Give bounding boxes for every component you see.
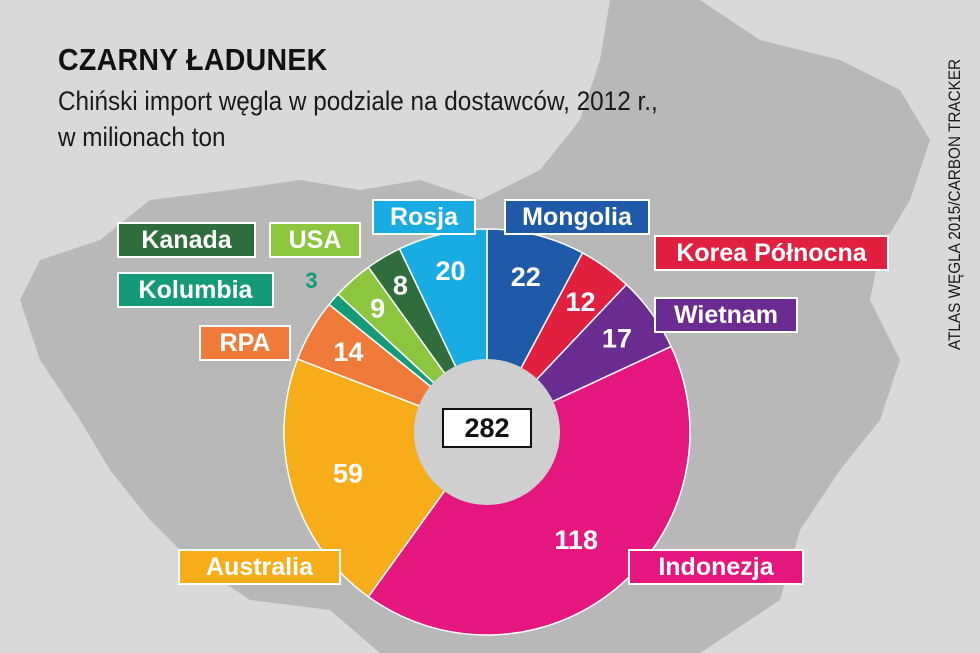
legend-label: Kolumbia <box>138 276 253 304</box>
legend-label: Rosja <box>389 203 459 231</box>
value-label-rpa: 14 <box>333 337 363 367</box>
legend-korea-polnocna: Korea Północna <box>654 235 889 271</box>
value-label-australia: 59 <box>333 458 363 488</box>
legend-wietnam: Wietnam <box>654 297 798 333</box>
subtitle-line-1: Chiński import węgla w podziale na dosta… <box>58 86 658 116</box>
legend-rpa: RPA <box>199 325 291 361</box>
legend-kanada: Kanada <box>117 222 256 258</box>
legend-label: Mongolia <box>522 203 632 231</box>
value-label-mongolia: 22 <box>511 262 541 292</box>
legend-label: Korea Północna <box>676 239 867 267</box>
total-value: 282 <box>442 408 532 448</box>
value-label-indonezja: 118 <box>554 525 598 555</box>
legend-label: Australia <box>206 553 313 581</box>
value-label-rosja: 20 <box>435 256 465 286</box>
legend-kolumbia: Kolumbia <box>117 272 274 308</box>
legend-mongolia: Mongolia <box>504 199 650 235</box>
legend-label: Indonezja <box>658 553 774 581</box>
legend-australia: Australia <box>178 549 341 585</box>
legend-rosja: Rosja <box>372 199 476 235</box>
value-label-wietnam: 17 <box>602 324 632 354</box>
subtitle-line-2: w milionach ton <box>58 122 226 152</box>
value-label-usa: 9 <box>370 293 385 323</box>
page-title: CZARNY ŁADUNEK <box>58 42 328 77</box>
legend-label: Wietnam <box>674 301 778 329</box>
value-label-korea-północna: 12 <box>565 287 595 317</box>
legend-usa: USA <box>269 222 361 258</box>
value-label-kanada: 8 <box>393 271 408 301</box>
legend-indonezja: Indonezja <box>628 549 804 585</box>
value-label-kolumbia: 3 <box>305 268 317 293</box>
legend-label: USA <box>288 226 342 254</box>
legend-label: Kanada <box>141 226 232 254</box>
legend-label: RPA <box>219 329 271 357</box>
